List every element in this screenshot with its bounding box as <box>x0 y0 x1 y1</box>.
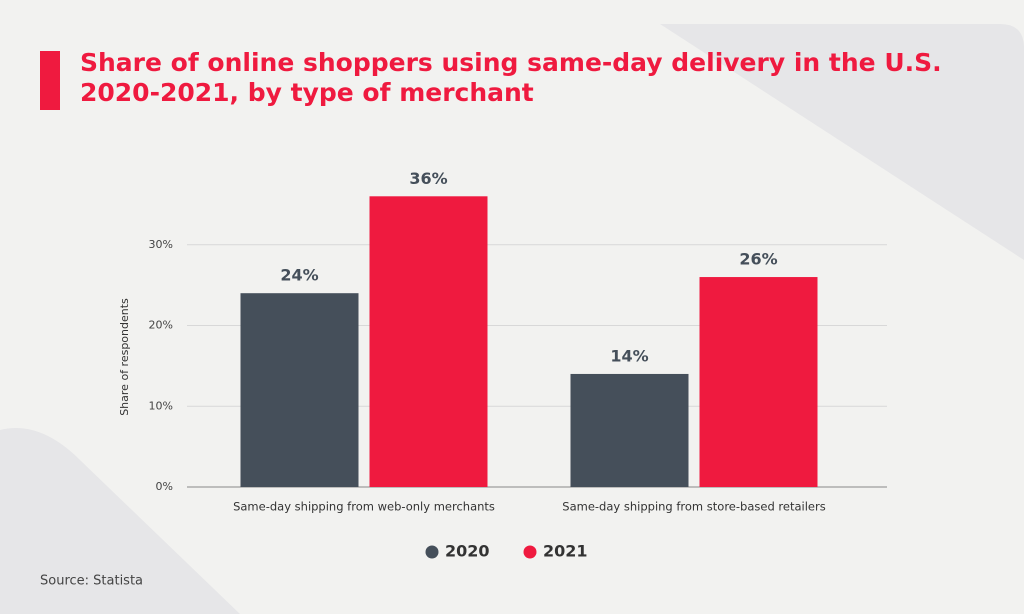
y-tick-label: 20% <box>149 319 173 332</box>
value-label: 26% <box>739 250 777 269</box>
chart-title: Share of online shoppers using same-day … <box>80 48 942 107</box>
x-tick-label: Same-day shipping from web-only merchant… <box>233 500 495 514</box>
y-axis-label: Share of respondents <box>118 298 131 416</box>
bar <box>369 196 488 488</box>
y-tick-label: 0% <box>156 480 173 493</box>
decor <box>0 428 240 614</box>
value-label: 36% <box>409 169 447 188</box>
title-box: Share of online shoppers using same-day … <box>80 48 942 107</box>
y-tick-label: 10% <box>149 399 173 412</box>
bar <box>240 293 359 487</box>
legend-marker <box>425 545 439 559</box>
value-label: 24% <box>280 266 318 285</box>
source: Source: Statista <box>40 574 143 589</box>
y-tick-label: 30% <box>149 238 173 251</box>
legend-label: 2021 <box>543 542 588 561</box>
x-tick-label: Same-day shipping from store-based retai… <box>562 500 825 514</box>
legend-label: 2020 <box>445 542 490 561</box>
decor <box>660 24 1024 260</box>
bar <box>570 373 689 487</box>
legend-marker <box>523 545 537 559</box>
title-accent <box>40 51 60 110</box>
value-label: 14% <box>610 346 648 365</box>
bar <box>699 277 818 487</box>
